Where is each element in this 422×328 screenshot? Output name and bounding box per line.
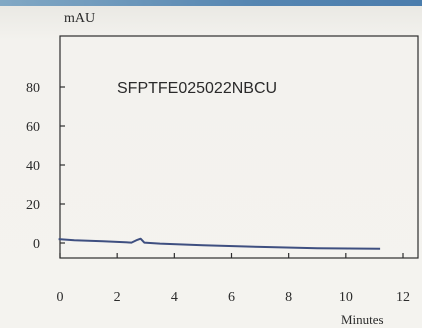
x-tick-label-4: 8	[285, 290, 292, 305]
y-tick-label-4: 80	[26, 81, 40, 96]
plot-frame	[59, 35, 419, 259]
y-axis-ticks	[60, 86, 65, 244]
y-axis-tick-labels: 0 20 40 60 80	[26, 81, 40, 252]
x-tick-label-1: 2	[114, 290, 121, 305]
y-tick-label-1: 20	[26, 198, 40, 213]
y-tick-label-0: 0	[33, 237, 40, 252]
x-tick-label-5: 10	[339, 290, 353, 305]
x-axis-ticks	[59, 253, 404, 258]
sample-id-label: SFPTFE025022NBCU	[117, 80, 277, 97]
series-layer	[58, 237, 381, 250]
series-line-0	[58, 237, 381, 250]
y-axis-title: mAU	[64, 11, 95, 26]
x-tick-label-6: 12	[396, 290, 410, 305]
x-tick-label-0: 0	[57, 290, 64, 305]
x-axis-title: Minutes	[341, 312, 384, 327]
page-edge	[0, 0, 422, 6]
x-tick-label-2: 4	[171, 290, 178, 305]
x-tick-label-3: 6	[228, 290, 235, 305]
x-axis-tick-labels: 0 2 4 6 8 10 12	[57, 290, 411, 305]
y-tick-label-3: 60	[26, 120, 40, 135]
y-tick-label-2: 40	[26, 159, 40, 174]
